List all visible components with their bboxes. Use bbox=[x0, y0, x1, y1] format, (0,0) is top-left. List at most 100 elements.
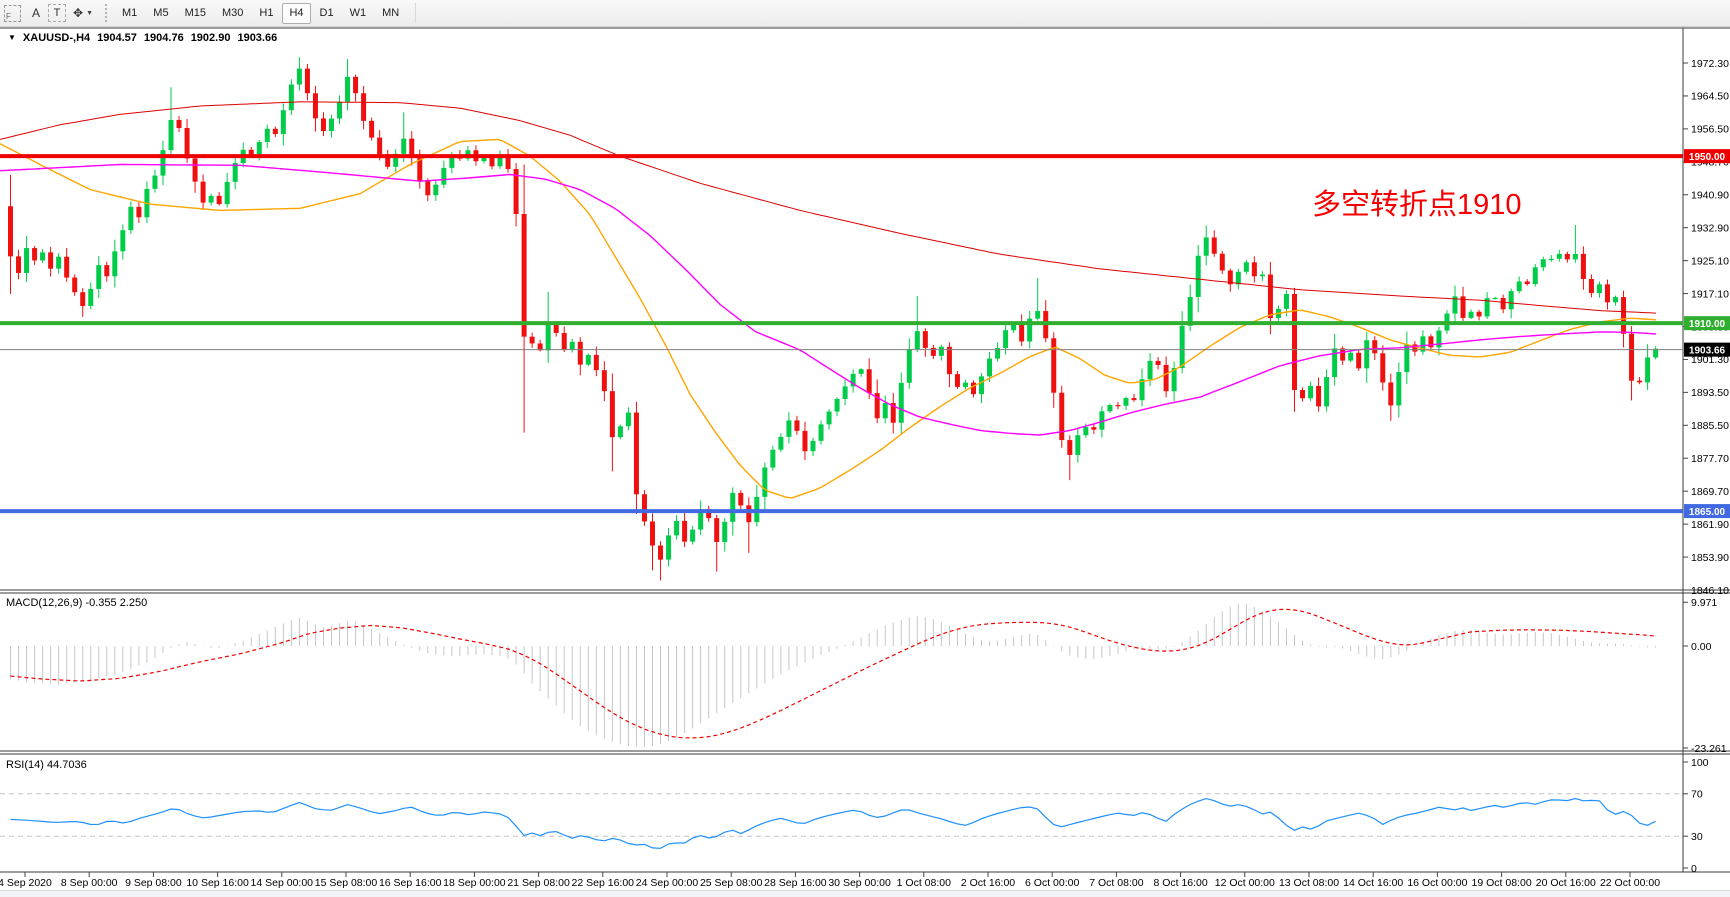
candle bbox=[995, 348, 1001, 359]
label-tool-icon[interactable]: T bbox=[48, 4, 66, 22]
candle bbox=[762, 467, 768, 497]
cursor-arrows-icon: ✥ bbox=[73, 6, 84, 20]
price-tag-1865.00 bbox=[1684, 504, 1730, 519]
candle bbox=[1396, 372, 1402, 406]
time-axis-label: 15 Sep 08:00 bbox=[315, 877, 378, 889]
dropdown-caret-icon: ▼ bbox=[86, 9, 93, 17]
time-axis-label: 1 Oct 08:00 bbox=[897, 877, 951, 889]
price-axis-label: 1917.10 bbox=[1691, 288, 1729, 300]
time-axis-label: 22 Oct 00:00 bbox=[1600, 877, 1660, 889]
timeframe-button-H1[interactable]: H1 bbox=[259, 6, 274, 19]
candle bbox=[706, 509, 712, 519]
candle bbox=[1556, 253, 1562, 259]
candle bbox=[1308, 385, 1314, 399]
timeframe-button-M5[interactable]: M5 bbox=[153, 6, 169, 19]
cursor-arrows-button[interactable]: ✥ ▼ bbox=[68, 3, 98, 23]
candle bbox=[1388, 382, 1394, 406]
candle bbox=[1211, 237, 1217, 254]
candle bbox=[1524, 281, 1530, 285]
candle bbox=[40, 252, 46, 261]
symbol-quote-line: ▼ XAUUSD-,H4 1904.57 1904.76 1902.90 1903.66 bbox=[8, 32, 284, 44]
candle bbox=[361, 93, 367, 121]
candle bbox=[866, 369, 872, 394]
candle bbox=[1003, 330, 1009, 349]
candle bbox=[1356, 352, 1362, 369]
time-axis-label: 2 Oct 16:00 bbox=[961, 877, 1015, 889]
candle bbox=[497, 155, 503, 167]
candle bbox=[1235, 271, 1241, 285]
candle bbox=[979, 376, 985, 395]
candle bbox=[577, 341, 583, 365]
toolbar-divider bbox=[415, 3, 417, 23]
text-tool-icon[interactable]: A bbox=[31, 6, 40, 20]
time-axis-label: 18 Sep 00:00 bbox=[443, 877, 506, 889]
timeframe-button-M30[interactable]: M30 bbox=[221, 6, 244, 19]
candle bbox=[786, 420, 792, 437]
candle bbox=[409, 138, 415, 159]
candle bbox=[1436, 330, 1442, 348]
candle bbox=[1340, 348, 1346, 361]
candle bbox=[1011, 323, 1017, 331]
candle bbox=[441, 167, 447, 185]
timeframe-button-W1[interactable]: W1 bbox=[349, 6, 367, 19]
price-axis-label: 1846.10 bbox=[1691, 585, 1729, 597]
candle bbox=[1380, 353, 1386, 383]
candle bbox=[794, 420, 800, 431]
fibo-grid-icon[interactable]: F bbox=[4, 4, 21, 22]
candle bbox=[1027, 318, 1033, 342]
candle bbox=[377, 137, 383, 155]
timeframe-button-M1[interactable]: M1 bbox=[122, 6, 138, 19]
candle bbox=[64, 256, 70, 278]
candle bbox=[722, 521, 728, 542]
candle bbox=[1059, 392, 1065, 441]
rsi-line bbox=[10, 797, 1656, 849]
quote-close: 1903.66 bbox=[237, 32, 278, 44]
time-axis-label: 21 Sep 08:00 bbox=[507, 877, 570, 889]
candle bbox=[184, 127, 190, 159]
timeframe-button-MN[interactable]: MN bbox=[382, 6, 400, 19]
candle bbox=[617, 426, 623, 438]
candle bbox=[698, 509, 704, 530]
price-tag-1910.00 bbox=[1684, 316, 1730, 331]
annotation-text: 多空转折点1910 bbox=[1312, 188, 1522, 221]
current-price-tag-text: 1903.66 bbox=[1689, 345, 1726, 356]
symbol-dropdown-icon[interactable]: ▼ bbox=[8, 33, 16, 42]
candle bbox=[730, 492, 736, 522]
candle bbox=[272, 128, 278, 135]
timeframe-button-M15[interactable]: M15 bbox=[184, 6, 206, 19]
candle bbox=[88, 288, 94, 306]
timeframe-button-H4[interactable]: H4 bbox=[282, 2, 311, 24]
candle bbox=[168, 120, 174, 151]
candle bbox=[914, 331, 920, 350]
candle bbox=[1637, 380, 1643, 383]
candle bbox=[1348, 352, 1354, 361]
candle bbox=[906, 349, 912, 383]
candle bbox=[1372, 340, 1378, 354]
price-axis-label: 1885.50 bbox=[1691, 420, 1729, 432]
candle bbox=[200, 181, 206, 203]
price-axis-label: 1956.50 bbox=[1691, 124, 1729, 136]
candle bbox=[826, 411, 832, 425]
candle bbox=[601, 370, 607, 392]
symbol-name: XAUUSD-,H4 bbox=[22, 32, 91, 44]
candle bbox=[842, 386, 848, 399]
price-axis-label: 1925.10 bbox=[1691, 255, 1729, 267]
timeframe-button-D1[interactable]: D1 bbox=[319, 6, 334, 19]
macd-signal-line bbox=[10, 608, 1656, 739]
candle bbox=[224, 181, 230, 205]
candle bbox=[1653, 348, 1659, 358]
candle bbox=[1404, 344, 1410, 373]
candle bbox=[569, 341, 575, 350]
candle bbox=[1621, 297, 1627, 334]
candle bbox=[1588, 278, 1594, 294]
time-axis-label: 25 Sep 08:00 bbox=[700, 877, 763, 889]
candle bbox=[1452, 296, 1458, 314]
candle bbox=[987, 358, 993, 377]
candle bbox=[1123, 398, 1129, 406]
candle bbox=[641, 494, 647, 522]
candle bbox=[8, 206, 13, 257]
candle bbox=[1139, 379, 1145, 401]
candle bbox=[962, 382, 968, 387]
toolbar-grip[interactable] bbox=[105, 4, 107, 22]
